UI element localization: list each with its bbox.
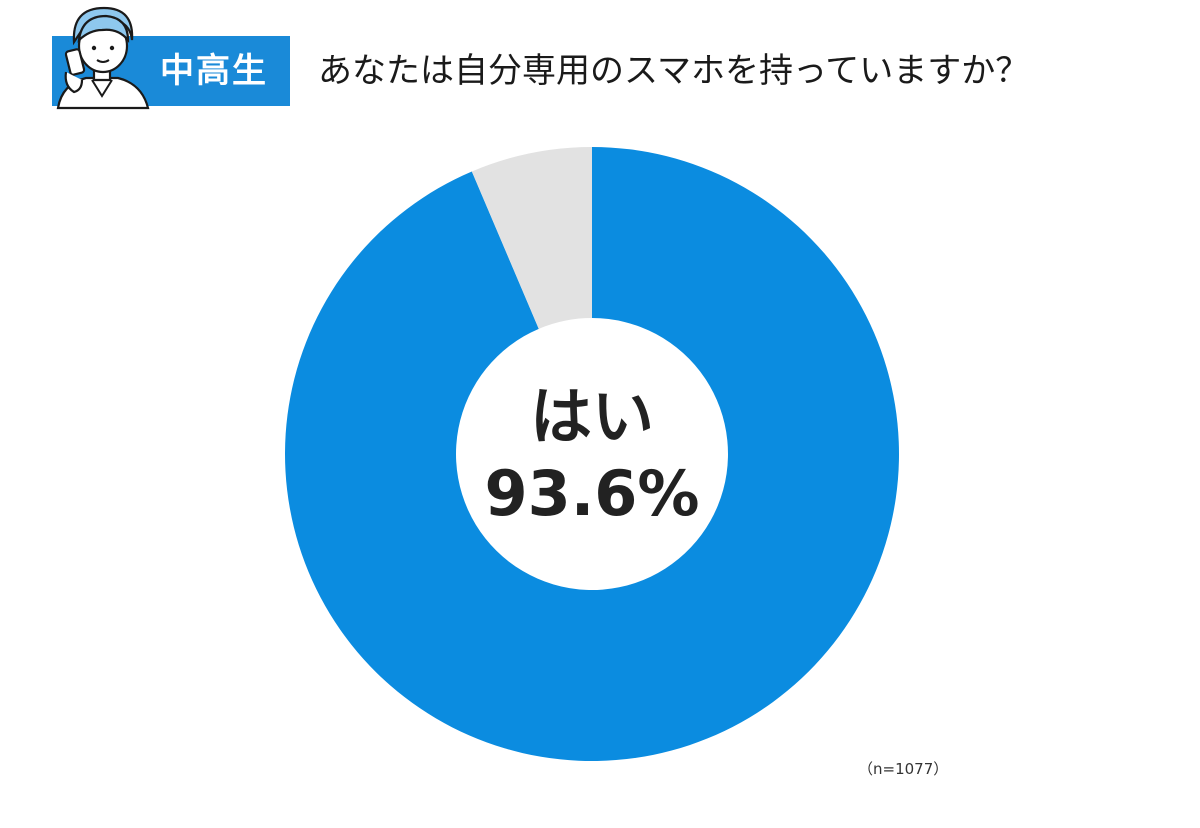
- sample-size-note: （n=1077）: [858, 760, 949, 778]
- person-with-phone-icon: [56, 6, 150, 110]
- question-title: あなたは自分専用のスマホを持っていますか？: [318, 51, 1030, 91]
- chart-slices: [285, 147, 899, 762]
- donut-slice-1: [471, 147, 592, 329]
- donut-slice-0: [285, 147, 899, 762]
- center-value: 93.6%: [484, 457, 699, 530]
- category-badge-label: 中高生: [160, 51, 268, 91]
- center-label: はい: [530, 380, 654, 453]
- header: 中高生 あなたは自分専用のスマホを持っていますか？: [0, 0, 1200, 120]
